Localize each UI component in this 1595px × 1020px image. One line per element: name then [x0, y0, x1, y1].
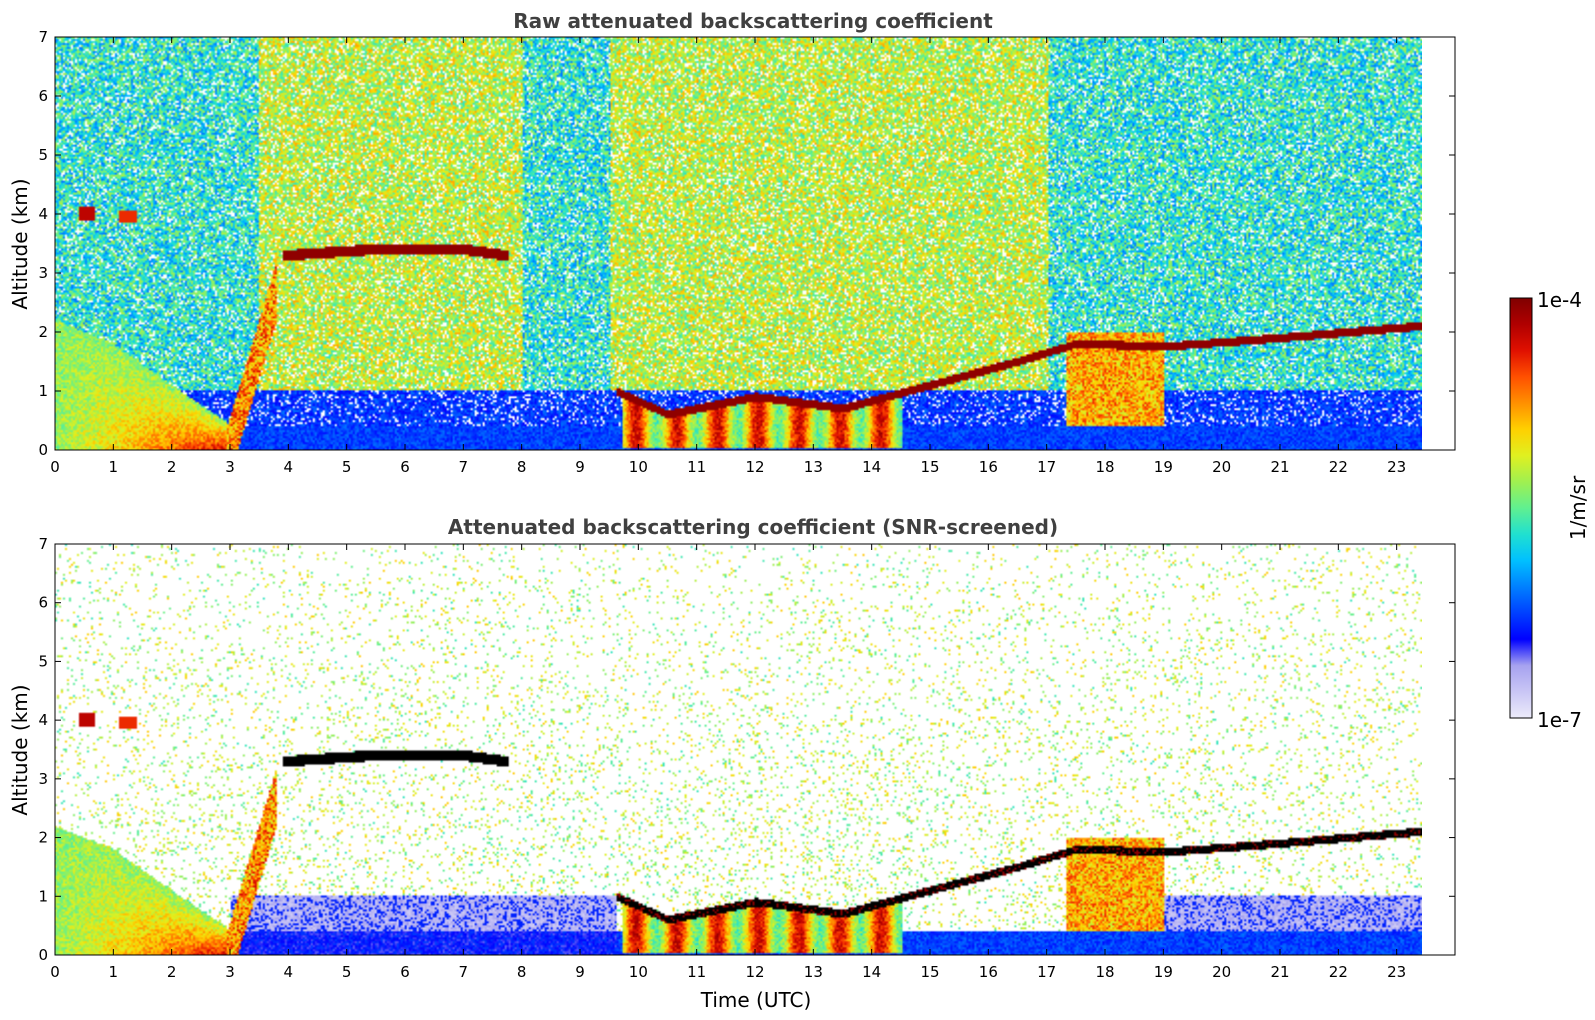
y-tick-label: 3 [38, 264, 48, 282]
x-tick-label: 15 [920, 963, 939, 981]
panel-raw-ylabel: Altitude (km) [8, 178, 32, 309]
x-tick-label: 12 [745, 458, 764, 476]
x-tick-label: 11 [687, 458, 706, 476]
x-tick-label: 21 [1270, 963, 1289, 981]
x-tick-label: 3 [225, 963, 235, 981]
x-tick-label: 6 [400, 963, 410, 981]
x-tick-label: 9 [575, 963, 585, 981]
x-tick-label: 4 [284, 458, 294, 476]
x-tick-label: 8 [517, 963, 527, 981]
x-tick-label: 4 [284, 963, 294, 981]
x-tick-label: 17 [1037, 963, 1056, 981]
y-tick-label: 5 [38, 652, 48, 670]
panel-screened-ticks: 0 1 2 3 4 5 6 7 8 9 10 11 12 13 14 15 16 17 18 19 20 21 22 2301… [38, 535, 1455, 981]
x-tick-label: 1 [109, 963, 119, 981]
y-tick-label: 0 [38, 441, 48, 459]
x-tick-label: 8 [517, 458, 527, 476]
panel-raw: Raw attenuated backscattering coefficien… [8, 9, 1456, 476]
x-tick-label: 18 [1095, 458, 1114, 476]
panel-screened-xlabel: Time (UTC) [700, 988, 812, 1012]
x-tick-label: 5 [342, 963, 352, 981]
x-tick-label: 21 [1270, 458, 1289, 476]
y-tick-label: 1 [38, 887, 48, 905]
y-tick-label: 4 [38, 205, 48, 223]
colorbar: 1e-4 1e-7 1/m/sr [1509, 288, 1590, 732]
y-tick-label: 7 [38, 28, 48, 46]
x-tick-label: 5 [342, 458, 352, 476]
y-tick-label: 3 [38, 770, 48, 788]
panel-raw-title: Raw attenuated backscattering coefficien… [513, 9, 993, 33]
x-tick-label: 13 [804, 458, 823, 476]
y-tick-label: 1 [38, 382, 48, 400]
x-tick-label: 2 [167, 963, 177, 981]
x-tick-label: 3 [225, 458, 235, 476]
y-tick-label: 4 [38, 711, 48, 729]
x-tick-label: 0 [50, 963, 60, 981]
y-tick-label: 0 [38, 946, 48, 964]
x-tick-label: 13 [804, 963, 823, 981]
x-tick-label: 16 [979, 458, 998, 476]
x-tick-label: 23 [1387, 458, 1406, 476]
x-tick-label: 16 [979, 963, 998, 981]
colorbar-gradient [1509, 297, 1533, 719]
y-tick-label: 6 [38, 594, 48, 612]
x-tick-label: 9 [575, 458, 585, 476]
x-tick-label: 22 [1329, 963, 1348, 981]
x-tick-label: 0 [50, 458, 60, 476]
x-tick-label: 7 [459, 963, 469, 981]
x-tick-label: 6 [400, 458, 410, 476]
panel-screened-ylabel: Altitude (km) [8, 684, 32, 815]
panel-screened: Attenuated backscattering coefficient (S… [8, 515, 1456, 1012]
panel-screened-title: Attenuated backscattering coefficient (S… [448, 515, 1058, 539]
y-tick-label: 2 [38, 323, 48, 341]
x-tick-label: 17 [1037, 458, 1056, 476]
y-tick-label: 7 [38, 535, 48, 553]
x-tick-label: 2 [167, 458, 177, 476]
x-tick-label: 20 [1212, 458, 1231, 476]
x-tick-label: 19 [1154, 963, 1173, 981]
x-tick-label: 19 [1154, 458, 1173, 476]
x-tick-label: 15 [920, 458, 939, 476]
x-tick-label: 11 [687, 963, 706, 981]
x-tick-label: 7 [459, 458, 469, 476]
panel-raw-heatmap [55, 37, 1422, 450]
x-tick-label: 10 [629, 963, 648, 981]
colorbar-unit-label: 1/m/sr [1566, 475, 1590, 540]
y-tick-label: 2 [38, 829, 48, 847]
x-tick-label: 12 [745, 963, 764, 981]
colorbar-min-label: 1e-7 [1537, 708, 1582, 732]
panel-raw-ticks: 0 1 2 3 4 5 6 7 8 9 10 11 12 13 14 15 16 17 18 19 20 21 22 2301… [38, 28, 1455, 476]
x-tick-label: 10 [629, 458, 648, 476]
y-tick-label: 5 [38, 146, 48, 164]
x-tick-label: 20 [1212, 963, 1231, 981]
x-tick-label: 22 [1329, 458, 1348, 476]
x-tick-label: 14 [862, 458, 881, 476]
panel-screened-heatmap [55, 544, 1422, 955]
y-tick-label: 6 [38, 87, 48, 105]
x-tick-label: 14 [862, 963, 881, 981]
x-tick-label: 1 [109, 458, 119, 476]
x-tick-label: 23 [1387, 963, 1406, 981]
colorbar-max-label: 1e-4 [1537, 288, 1582, 312]
x-tick-label: 18 [1095, 963, 1114, 981]
